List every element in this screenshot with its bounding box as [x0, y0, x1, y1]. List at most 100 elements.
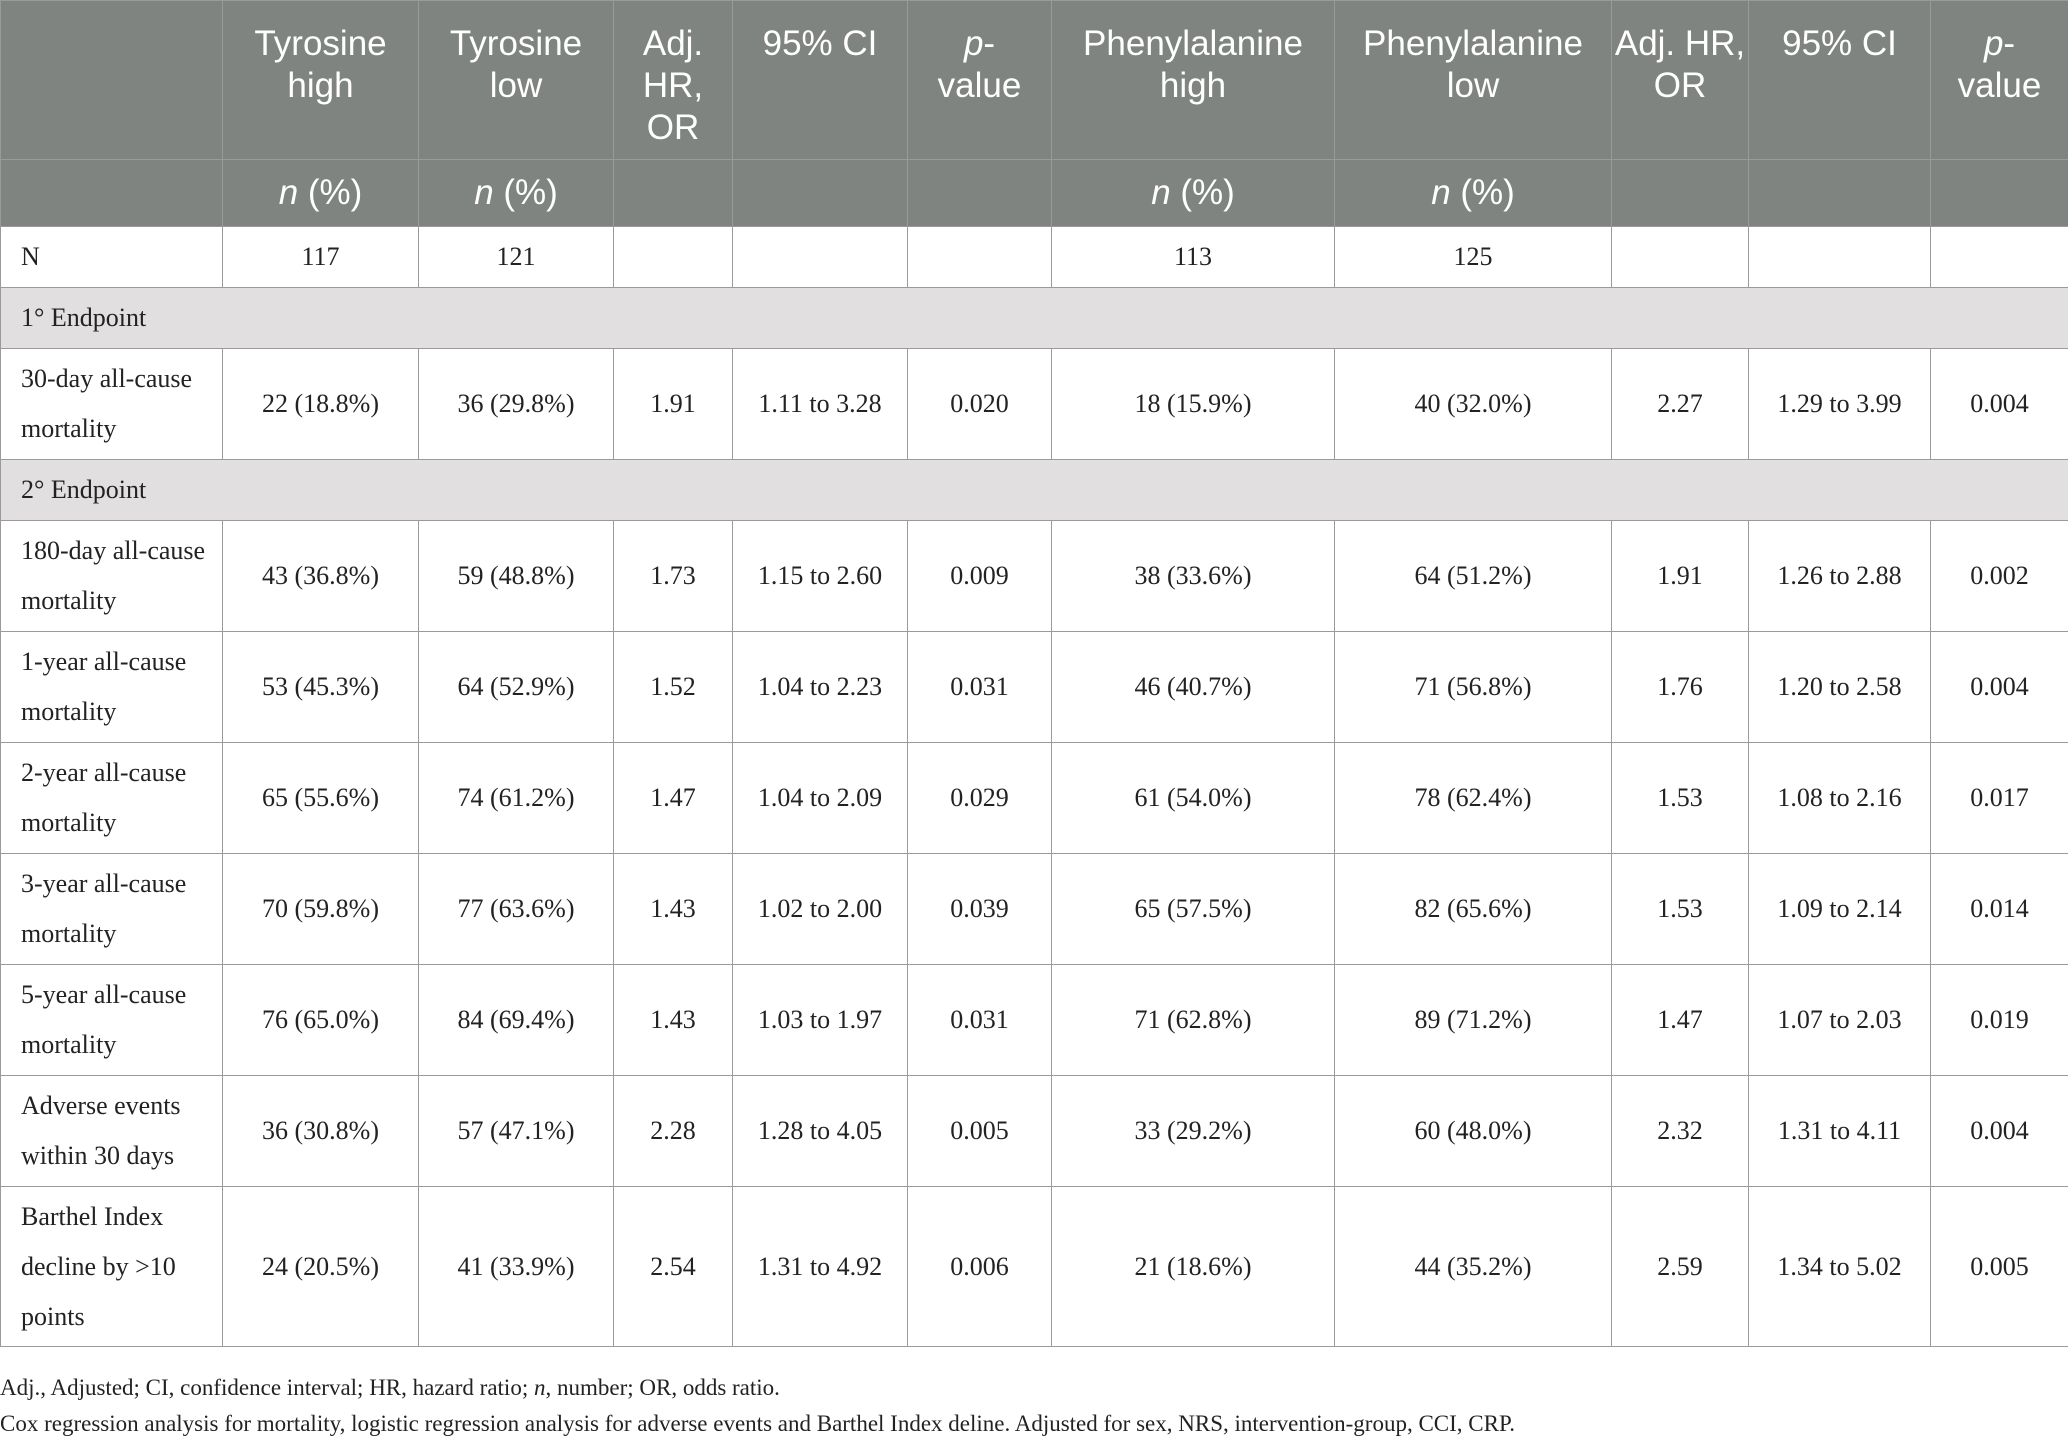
cell-ci-phenylalanine: 1.31 to 4.11	[1748, 1075, 1931, 1187]
cell-ci-tyrosine: 1.04 to 2.09	[732, 742, 908, 854]
cell-p-value-phenylalanine: 0.004	[1930, 348, 2068, 460]
cell-p-value-tyrosine: 0.031	[907, 964, 1052, 1076]
results-table: Tyrosine high Tyrosine low Adj. HR, OR 9…	[0, 0, 2068, 1347]
header-phenylalanine-high: Phenylalanine high	[1051, 0, 1335, 160]
abbreviations-note: Adj., Adjusted; CI, confidence interval;…	[0, 1375, 780, 1400]
cell-ci-phenylalanine: 1.29 to 3.99	[1748, 348, 1931, 460]
cell-tyrosine-low: 121	[418, 226, 614, 288]
cell-phenylalanine-high: 38 (33.6%)	[1051, 520, 1335, 632]
header-ci-tyrosine: 95% CI	[732, 0, 908, 160]
cell-phenylalanine-low: 40 (32.0%)	[1334, 348, 1612, 460]
header-p-value-tyrosine: p-value	[907, 0, 1052, 160]
cell-ci-phenylalanine: 1.20 to 2.58	[1748, 631, 1931, 743]
cell-adj-hr-tyrosine: 2.54	[613, 1186, 733, 1347]
section-label: 2° Endpoint	[0, 459, 2068, 521]
subheader-n-percent: n (%)	[222, 159, 419, 227]
cell-phenylalanine-low: 125	[1334, 226, 1612, 288]
cell-adj-hr-tyrosine: 1.91	[613, 348, 733, 460]
cell-tyrosine-low: 64 (52.9%)	[418, 631, 614, 743]
cell-tyrosine-high: 43 (36.8%)	[222, 520, 419, 632]
table-row: 5-year all-cause mortality 76 (65.0%) 84 (…	[0, 964, 2068, 1076]
cell-adj-hr-phenylalanine: 2.27	[1611, 348, 1749, 460]
row-label: 30-day all-cause mortality	[0, 348, 223, 460]
table-row: 1-year all-cause mortality 53 (45.3%) 64 (…	[0, 631, 2068, 743]
cell-adj-hr-phenylalanine: 2.59	[1611, 1186, 1749, 1347]
cell-ci-phenylalanine: 1.08 to 2.16	[1748, 742, 1931, 854]
cell-adj-hr-tyrosine: 1.52	[613, 631, 733, 743]
cell-p-value-phenylalanine: 0.017	[1930, 742, 2068, 854]
header-tyrosine-low: Tyrosine low	[418, 0, 614, 160]
cell-adj-hr-tyrosine: 1.43	[613, 853, 733, 965]
cell-p-value-tyrosine: 0.031	[907, 631, 1052, 743]
cell-tyrosine-high: 70 (59.8%)	[222, 853, 419, 965]
section-label: 1° Endpoint	[0, 287, 2068, 349]
row-label: 1-year all-cause mortality	[0, 631, 223, 743]
row-label: 180-day all-cause mortality	[0, 520, 223, 632]
cell-tyrosine-high: 65 (55.6%)	[222, 742, 419, 854]
cell-p-value-tyrosine: 0.020	[907, 348, 1052, 460]
cell-p-value-phenylalanine: 0.014	[1930, 853, 2068, 965]
cell-adj-hr-phenylalanine: 1.53	[1611, 742, 1749, 854]
header-row: Tyrosine high Tyrosine low Adj. HR, OR 9…	[0, 0, 2068, 160]
cell-phenylalanine-low: 78 (62.4%)	[1334, 742, 1612, 854]
cell-tyrosine-high: 36 (30.8%)	[222, 1075, 419, 1187]
cell-ci-tyrosine: 1.03 to 1.97	[732, 964, 908, 1076]
table-row: 3-year all-cause mortality 70 (59.8%) 77 (…	[0, 853, 2068, 965]
cell-adj-hr-tyrosine: 1.47	[613, 742, 733, 854]
cell-p-value-tyrosine: 0.005	[907, 1075, 1052, 1187]
cell-phenylalanine-low: 82 (65.6%)	[1334, 853, 1612, 965]
cell-phenylalanine-low: 64 (51.2%)	[1334, 520, 1612, 632]
cell-tyrosine-high: 24 (20.5%)	[222, 1186, 419, 1347]
table-row: Adverse events within 30 days 36 (30.8%) 5…	[0, 1075, 2068, 1187]
cell-tyrosine-low: 41 (33.9%)	[418, 1186, 614, 1347]
cell-adj-hr-phenylalanine: 1.47	[1611, 964, 1749, 1076]
cell-phenylalanine-high: 33 (29.2%)	[1051, 1075, 1335, 1187]
cell-tyrosine-high: 76 (65.0%)	[222, 964, 419, 1076]
cell-tyrosine-low: 84 (69.4%)	[418, 964, 614, 1076]
cell-ci-tyrosine: 1.15 to 2.60	[732, 520, 908, 632]
subheader-row: n (%) n (%) n (%) n (%)	[0, 159, 2068, 227]
cell-p-value-tyrosine: 0.006	[907, 1186, 1052, 1347]
cell-adj-hr-phenylalanine: 1.53	[1611, 853, 1749, 965]
cell-tyrosine-high: 117	[222, 226, 419, 288]
cell-phenylalanine-high: 21 (18.6%)	[1051, 1186, 1335, 1347]
table-row: 180-day all-cause mortality 43 (36.8%) 59 …	[0, 520, 2068, 632]
cell-phenylalanine-high: 71 (62.8%)	[1051, 964, 1335, 1076]
cell-p-value-tyrosine: 0.009	[907, 520, 1052, 632]
cell-tyrosine-low: 57 (47.1%)	[418, 1075, 614, 1187]
cell-p-value-phenylalanine: 0.019	[1930, 964, 2068, 1076]
table-row: 30-day all-cause mortality 22 (18.8%) 36 (…	[0, 348, 2068, 460]
cell-ci-tyrosine: 1.31 to 4.92	[732, 1186, 908, 1347]
table-row: Barthel Index decline by >10 points 24 (2…	[0, 1186, 2068, 1347]
cell-adj-hr-phenylalanine: 2.32	[1611, 1075, 1749, 1187]
cell-phenylalanine-low: 44 (35.2%)	[1334, 1186, 1612, 1347]
cell-tyrosine-high: 53 (45.3%)	[222, 631, 419, 743]
cell-adj-hr-tyrosine: 1.73	[613, 520, 733, 632]
cell-phenylalanine-high: 46 (40.7%)	[1051, 631, 1335, 743]
table-row: 2-year all-cause mortality 65 (55.6%) 74 (…	[0, 742, 2068, 854]
header-phenylalanine-low: Phenylalanine low	[1334, 0, 1612, 160]
cell-adj-hr-tyrosine: 1.43	[613, 964, 733, 1076]
cell-p-value-phenylalanine: 0.005	[1930, 1186, 2068, 1347]
cell-p-value-phenylalanine: 0.002	[1930, 520, 2068, 632]
header-blank	[0, 0, 223, 160]
cell-ci-tyrosine: 1.02 to 2.00	[732, 853, 908, 965]
cell-phenylalanine-high: 61 (54.0%)	[1051, 742, 1335, 854]
section-row-primary: 1° Endpoint	[0, 287, 2068, 349]
cell-ci-phenylalanine: 1.26 to 2.88	[1748, 520, 1931, 632]
cell-tyrosine-low: 77 (63.6%)	[418, 853, 614, 965]
section-row-secondary: 2° Endpoint	[0, 459, 2068, 521]
cell-ci-tyrosine: 1.04 to 2.23	[732, 631, 908, 743]
cell-p-value-tyrosine: 0.029	[907, 742, 1052, 854]
cell-phenylalanine-high: 18 (15.9%)	[1051, 348, 1335, 460]
row-label: Barthel Index decline by >10 points	[0, 1186, 223, 1347]
subheader-n-percent: n (%)	[418, 159, 614, 227]
cell-ci-phenylalanine: 1.34 to 5.02	[1748, 1186, 1931, 1347]
header-tyrosine-high: Tyrosine high	[222, 0, 419, 160]
cell-phenylalanine-low: 89 (71.2%)	[1334, 964, 1612, 1076]
row-label: Adverse events within 30 days	[0, 1075, 223, 1187]
row-label: 3-year all-cause mortality	[0, 853, 223, 965]
cell-adj-hr-tyrosine: 2.28	[613, 1075, 733, 1187]
cell-tyrosine-high: 22 (18.8%)	[222, 348, 419, 460]
results-table-container: Tyrosine high Tyrosine low Adj. HR, OR 9…	[0, 0, 2068, 1347]
